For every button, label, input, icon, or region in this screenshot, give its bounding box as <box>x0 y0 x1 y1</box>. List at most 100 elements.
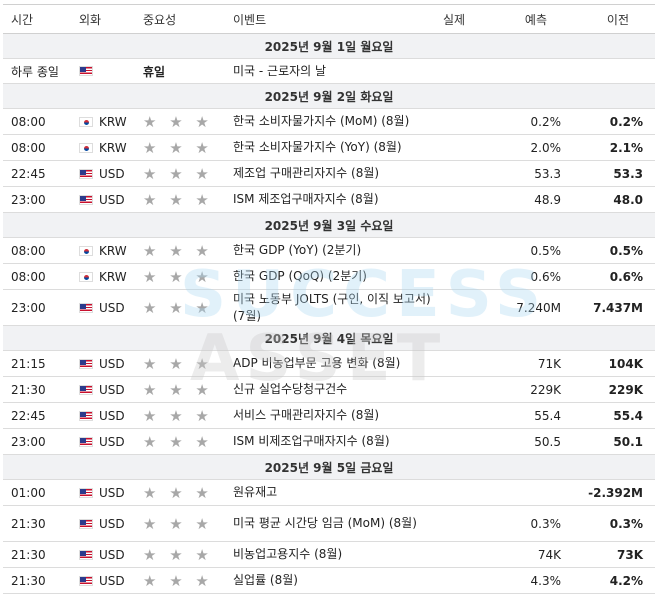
header-row: 시간 외화 중요성 이벤트 실제 예측 이전 <box>3 4 655 34</box>
event-row[interactable]: 21:30 USD ★ ★ ★ 신규 실업수당청구건수 229K 229K <box>3 376 655 403</box>
header-event[interactable]: 이벤트 <box>225 4 435 34</box>
event-currency-cell: KRW <box>71 263 135 290</box>
event-row[interactable]: 21:30 USD ★ ★ ★ 미국 평균 시간당 임금 (MoM) (8월) 0.3%… <box>3 505 655 542</box>
economic-calendar-table: 시간 외화 중요성 이벤트 실제 예측 이전 2025년 9월 1일 월요일 하루… <box>3 4 655 594</box>
us-flag-icon <box>79 549 93 560</box>
event-actual <box>435 108 499 135</box>
day-header-date: 2025년 9월 3일 수요일 <box>3 212 655 238</box>
header-previous[interactable]: 이전 <box>573 4 655 34</box>
us-flag-icon <box>79 194 93 205</box>
event-row[interactable]: 23:00 USD ★ ★ ★ 미국 노동부 JOLTS (구인, 이직 보고서) (… <box>3 289 655 326</box>
importance-stars-icon: ★ ★ ★ <box>135 376 225 403</box>
event-name[interactable]: 원유재고 <box>225 479 435 506</box>
event-time: 21:30 <box>3 567 71 594</box>
event-row[interactable]: 08:00 KRW ★ ★ ★ 한국 GDP (QoQ) (2분기) 0.6% 0.6% <box>3 263 655 290</box>
day-header-date: 2025년 9월 1일 월요일 <box>3 33 655 59</box>
header-currency[interactable]: 외화 <box>71 4 135 34</box>
event-time: 21:30 <box>3 541 71 568</box>
header-importance[interactable]: 중요성 <box>135 4 225 34</box>
event-currency-cell <box>71 58 135 84</box>
event-forecast: 2.0% <box>499 134 573 161</box>
importance-stars-icon: ★ ★ ★ <box>135 237 225 264</box>
event-time: 23:00 <box>3 428 71 455</box>
event-currency: USD <box>99 573 125 588</box>
event-row[interactable]: 23:00 USD ★ ★ ★ ISM 제조업구매자지수 (8월) 48.9 48.0 <box>3 186 655 213</box>
event-time: 21:30 <box>3 505 71 542</box>
kr-flag-icon <box>79 271 93 282</box>
event-previous: 0.2% <box>573 108 655 135</box>
event-currency-cell: USD <box>71 376 135 403</box>
event-previous: 50.1 <box>573 428 655 455</box>
event-currency: USD <box>99 408 125 423</box>
kr-flag-icon <box>79 245 93 256</box>
event-row[interactable]: 23:00 USD ★ ★ ★ ISM 비제조업구매자지수 (8월) 50.5 50.1 <box>3 428 655 455</box>
event-name[interactable]: 실업률 (8월) <box>225 567 435 594</box>
event-previous <box>573 58 655 84</box>
us-flag-icon <box>79 575 93 586</box>
header-forecast[interactable]: 예측 <box>499 4 573 34</box>
event-time: 22:45 <box>3 402 71 429</box>
event-row[interactable]: 01:00 USD ★ ★ ★ 원유재고 -2.392M <box>3 479 655 506</box>
day-header-date: 2025년 9월 4일 목요일 <box>3 325 655 351</box>
event-row[interactable]: 21:30 USD ★ ★ ★ 비농업고용지수 (8월) 74K 73K <box>3 541 655 568</box>
header-time[interactable]: 시간 <box>3 4 71 34</box>
event-currency-cell: KRW <box>71 134 135 161</box>
event-time: 23:00 <box>3 289 71 326</box>
event-currency-cell: USD <box>71 541 135 568</box>
us-flag-icon <box>79 358 93 369</box>
event-row[interactable]: 08:00 KRW ★ ★ ★ 한국 소비자물가지수 (MoM) (8월) 0.2% 0.… <box>3 108 655 135</box>
calendar-body: 2025년 9월 1일 월요일 하루 종일 휴일 미국 - 근로자의 날 2025년 9… <box>3 33 655 594</box>
event-actual <box>435 428 499 455</box>
event-row[interactable]: 08:00 KRW ★ ★ ★ 한국 소비자물가지수 (YoY) (8월) 2.0% 2.… <box>3 134 655 161</box>
event-forecast: 71K <box>499 350 573 377</box>
event-name[interactable]: 비농업고용지수 (8월) <box>225 541 435 568</box>
event-forecast: 50.5 <box>499 428 573 455</box>
event-name[interactable]: ADP 비농업부문 고용 변화 (8월) <box>225 350 435 377</box>
event-row[interactable]: 22:45 USD ★ ★ ★ 제조업 구매관리자지수 (8월) 53.3 53.3 <box>3 160 655 187</box>
event-forecast: 229K <box>499 376 573 403</box>
event-name[interactable]: 한국 GDP (QoQ) (2분기) <box>225 263 435 290</box>
us-flag-icon <box>79 487 93 498</box>
event-name[interactable]: 제조업 구매관리자지수 (8월) <box>225 160 435 187</box>
event-row[interactable]: 21:30 USD ★ ★ ★ 실업률 (8월) 4.3% 4.2% <box>3 567 655 594</box>
event-row[interactable]: 22:45 USD ★ ★ ★ 서비스 구매관리자지수 (8월) 55.4 55.4 <box>3 402 655 429</box>
event-currency-cell: KRW <box>71 237 135 264</box>
event-time: 22:45 <box>3 160 71 187</box>
event-name[interactable]: 한국 GDP (YoY) (2분기) <box>225 237 435 264</box>
header-actual[interactable]: 실제 <box>435 4 499 34</box>
event-time: 하루 종일 <box>3 58 71 84</box>
importance-stars-icon: ★ ★ ★ <box>135 108 225 135</box>
event-previous: 53.3 <box>573 160 655 187</box>
event-forecast: 0.6% <box>499 263 573 290</box>
event-forecast: 7.240M <box>499 289 573 326</box>
event-name[interactable]: ISM 제조업구매자지수 (8월) <box>225 186 435 213</box>
event-row[interactable]: 21:15 USD ★ ★ ★ ADP 비농업부문 고용 변화 (8월) 71K 104K <box>3 350 655 377</box>
event-time: 08:00 <box>3 237 71 264</box>
event-name[interactable]: 미국 - 근로자의 날 <box>225 58 435 84</box>
event-currency: KRW <box>99 140 127 155</box>
event-name[interactable]: 신규 실업수당청구건수 <box>225 376 435 403</box>
event-time: 08:00 <box>3 263 71 290</box>
event-currency: USD <box>99 192 125 207</box>
event-name[interactable]: 한국 소비자물가지수 (MoM) (8월) <box>225 108 435 135</box>
event-actual <box>435 402 499 429</box>
event-name[interactable]: 미국 평균 시간당 임금 (MoM) (8월) <box>225 505 435 542</box>
event-previous: 73K <box>573 541 655 568</box>
event-row[interactable]: 08:00 KRW ★ ★ ★ 한국 GDP (YoY) (2분기) 0.5% 0.5% <box>3 237 655 264</box>
event-name[interactable]: 서비스 구매관리자지수 (8월) <box>225 402 435 429</box>
event-name[interactable]: 미국 노동부 JOLTS (구인, 이직 보고서) (7월) <box>225 289 435 326</box>
event-previous: 48.0 <box>573 186 655 213</box>
event-row[interactable]: 하루 종일 휴일 미국 - 근로자의 날 <box>3 58 655 84</box>
event-time: 01:00 <box>3 479 71 506</box>
event-currency: KRW <box>99 114 127 129</box>
us-flag-icon <box>79 410 93 421</box>
event-currency-cell: USD <box>71 160 135 187</box>
event-name[interactable]: ISM 비제조업구매자지수 (8월) <box>225 428 435 455</box>
event-actual <box>435 376 499 403</box>
event-currency: USD <box>99 382 125 397</box>
event-forecast: 53.3 <box>499 160 573 187</box>
event-actual <box>435 541 499 568</box>
day-header-row: 2025년 9월 3일 수요일 <box>3 212 655 238</box>
event-currency: USD <box>99 434 125 449</box>
event-name[interactable]: 한국 소비자물가지수 (YoY) (8월) <box>225 134 435 161</box>
